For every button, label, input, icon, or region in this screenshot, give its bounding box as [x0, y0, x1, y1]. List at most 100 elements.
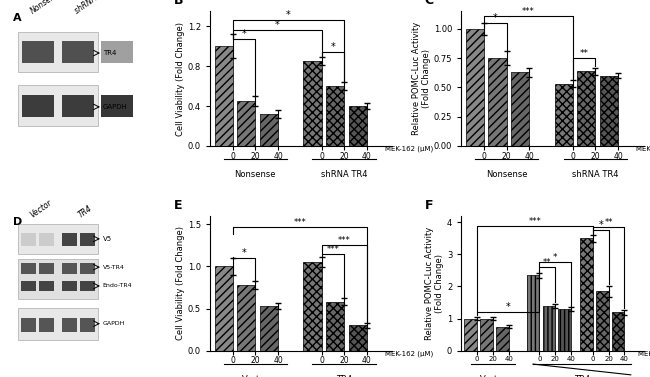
Bar [488, 58, 506, 146]
Text: ***: *** [522, 7, 535, 16]
Bar [21, 233, 36, 245]
Bar [18, 224, 98, 254]
Bar [38, 318, 54, 332]
Bar [464, 319, 477, 351]
Text: MEK-162 (μM): MEK-162 (μM) [636, 146, 650, 152]
Y-axis label: Relative POMC-Luc Activity
(Fold Change): Relative POMC-Luc Activity (Fold Change) [411, 22, 431, 135]
Bar [304, 262, 322, 351]
Bar [466, 29, 484, 146]
Bar [577, 71, 595, 146]
Text: *: * [275, 20, 280, 30]
Bar [326, 302, 344, 351]
Bar [543, 306, 555, 351]
Bar [214, 46, 233, 146]
Bar [349, 106, 367, 146]
Text: MEK-162 (μM): MEK-162 (μM) [385, 146, 434, 152]
Bar [62, 280, 77, 291]
Text: shRNA TR4: shRNA TR4 [572, 170, 619, 179]
Bar [62, 95, 94, 117]
Text: *: * [286, 10, 291, 20]
Bar [554, 84, 573, 146]
Text: TR4: TR4 [77, 204, 94, 220]
Text: GAPDH: GAPDH [103, 104, 127, 110]
Text: Nonsense: Nonsense [486, 170, 527, 179]
Bar [62, 233, 77, 245]
Text: ***: *** [293, 218, 306, 227]
Bar [349, 325, 367, 351]
Bar [79, 280, 95, 291]
Bar [79, 263, 95, 274]
Text: C: C [425, 0, 434, 7]
Text: shRNA TR4: shRNA TR4 [73, 0, 113, 15]
Text: *: * [598, 221, 603, 230]
Text: TR4: TR4 [574, 375, 590, 377]
Bar [101, 95, 133, 117]
Bar [79, 233, 95, 245]
Bar [326, 86, 344, 146]
Y-axis label: Relative POMC-Luc Activity
(Fold Change): Relative POMC-Luc Activity (Fold Change) [424, 227, 444, 340]
Text: Vector: Vector [29, 199, 53, 220]
Text: *: * [493, 13, 498, 23]
Text: shRNA TR4: shRNA TR4 [321, 170, 367, 179]
Text: *: * [506, 302, 511, 312]
Y-axis label: Cell Viability (Fold Change): Cell Viability (Fold Change) [176, 21, 185, 136]
Text: V5-TR4: V5-TR4 [103, 265, 125, 270]
Bar [600, 76, 618, 146]
Text: TR4: TR4 [336, 375, 352, 377]
Bar [22, 95, 54, 117]
Bar [62, 263, 77, 274]
Text: **: ** [543, 258, 552, 267]
Text: Endo-TR4: Endo-TR4 [103, 284, 132, 288]
Bar [511, 72, 529, 146]
Bar [480, 319, 493, 351]
Bar [612, 312, 625, 351]
Text: ***: *** [528, 216, 541, 225]
Bar [22, 41, 54, 63]
Bar [62, 41, 94, 63]
Text: V5: V5 [103, 236, 112, 242]
Bar [21, 263, 36, 274]
Bar [38, 233, 54, 245]
Text: Nonsense: Nonsense [235, 170, 276, 179]
Bar [304, 61, 322, 146]
Bar [237, 101, 255, 146]
Text: E: E [174, 199, 182, 212]
Bar [141, 95, 173, 117]
Text: Vector: Vector [480, 375, 506, 377]
Bar [38, 280, 54, 291]
Text: ***: *** [338, 236, 350, 245]
Text: *: * [242, 248, 246, 258]
Text: GAPDH: GAPDH [103, 321, 125, 326]
Bar [526, 275, 539, 351]
Bar [21, 280, 36, 291]
Bar [260, 306, 278, 351]
Bar [18, 308, 98, 340]
Bar [101, 41, 133, 63]
Bar [141, 41, 173, 63]
Bar [18, 259, 98, 299]
Text: TR4: TR4 [103, 50, 116, 56]
Text: *: * [330, 42, 335, 52]
Text: ***: *** [326, 245, 339, 254]
Text: F: F [425, 199, 434, 212]
Text: MEK-162 (μM): MEK-162 (μM) [638, 351, 650, 357]
Text: A: A [13, 13, 21, 23]
Text: **: ** [604, 218, 613, 227]
Bar [237, 285, 255, 351]
Text: *: * [553, 253, 558, 262]
Bar [580, 238, 593, 351]
Bar [62, 318, 77, 332]
Text: Nonsense: Nonsense [29, 0, 64, 15]
Bar [558, 309, 571, 351]
Bar [496, 326, 509, 351]
Bar [21, 318, 36, 332]
Text: *: * [242, 29, 246, 39]
Bar [79, 318, 95, 332]
Bar [596, 291, 608, 351]
Bar [260, 114, 278, 146]
Bar [214, 267, 233, 351]
Text: Vector: Vector [242, 375, 269, 377]
Text: **: ** [580, 49, 589, 58]
Text: MEK-162 (μM): MEK-162 (μM) [385, 351, 434, 357]
Y-axis label: Cell Viability (Fold Change): Cell Viability (Fold Change) [176, 226, 185, 340]
